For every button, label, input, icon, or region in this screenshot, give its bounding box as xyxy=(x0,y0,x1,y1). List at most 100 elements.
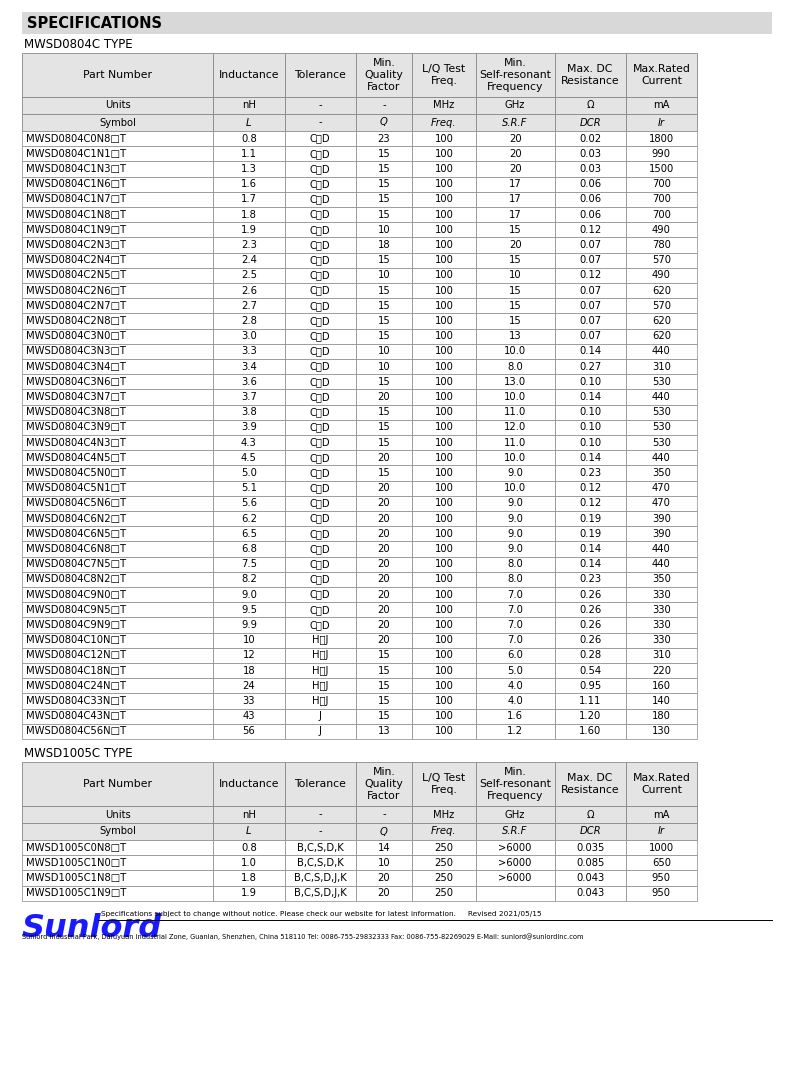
Bar xyxy=(626,632,697,647)
Text: C．D: C．D xyxy=(310,149,330,158)
Bar xyxy=(412,420,476,435)
Bar xyxy=(22,328,214,344)
Text: 100: 100 xyxy=(434,620,453,630)
Bar xyxy=(284,97,356,114)
Bar xyxy=(214,885,284,900)
Bar xyxy=(22,855,214,870)
Text: 0.043: 0.043 xyxy=(576,889,604,898)
Text: 0.07: 0.07 xyxy=(579,240,601,250)
Bar xyxy=(214,617,284,632)
Text: MWSD0804C33N□T: MWSD0804C33N□T xyxy=(26,696,126,707)
Text: 15: 15 xyxy=(377,468,390,478)
Text: L/Q Test
Freq.: L/Q Test Freq. xyxy=(422,64,465,86)
Text: MWSD0804C5N0□T: MWSD0804C5N0□T xyxy=(26,468,126,478)
Bar xyxy=(284,663,356,679)
Text: Part Number: Part Number xyxy=(83,779,152,789)
Text: -: - xyxy=(318,810,322,820)
Text: MWSD0804C9N9□T: MWSD0804C9N9□T xyxy=(26,620,126,630)
Text: MWSD1005C1N9□T: MWSD1005C1N9□T xyxy=(26,889,126,898)
Text: 20: 20 xyxy=(509,149,522,158)
Bar xyxy=(284,435,356,450)
Bar xyxy=(554,663,626,679)
Bar xyxy=(554,374,626,390)
Text: 10.0: 10.0 xyxy=(504,392,526,402)
Bar xyxy=(22,177,214,192)
Text: MWSD0804C1N1□T: MWSD0804C1N1□T xyxy=(26,149,126,158)
Bar xyxy=(284,587,356,602)
Text: 0.10: 0.10 xyxy=(579,407,601,417)
Bar xyxy=(284,823,356,840)
Text: 15: 15 xyxy=(377,149,390,158)
Bar xyxy=(214,162,284,177)
Bar xyxy=(626,450,697,465)
Bar xyxy=(626,602,697,617)
Text: 20: 20 xyxy=(509,164,522,174)
Bar xyxy=(284,724,356,739)
Text: 8.0: 8.0 xyxy=(507,559,523,570)
Bar xyxy=(214,709,284,724)
Bar xyxy=(554,177,626,192)
Bar xyxy=(476,763,554,806)
Bar xyxy=(476,97,554,114)
Bar xyxy=(626,647,697,663)
Text: 100: 100 xyxy=(434,529,453,538)
Bar xyxy=(284,192,356,207)
Bar xyxy=(554,617,626,632)
Text: MWSD0804C1N8□T: MWSD0804C1N8□T xyxy=(26,210,126,220)
Bar xyxy=(412,53,476,97)
Bar xyxy=(22,647,214,663)
Text: 250: 250 xyxy=(434,842,453,853)
Bar xyxy=(356,222,412,237)
Text: 17: 17 xyxy=(509,195,522,205)
Text: H．J: H．J xyxy=(312,666,328,675)
Bar xyxy=(22,495,214,510)
Text: C．D: C．D xyxy=(310,225,330,235)
Bar xyxy=(476,237,554,253)
Bar xyxy=(214,405,284,420)
Bar xyxy=(356,542,412,557)
Bar xyxy=(554,885,626,900)
Text: 100: 100 xyxy=(434,285,453,295)
Text: mA: mA xyxy=(653,100,669,111)
Bar xyxy=(214,177,284,192)
Bar xyxy=(284,146,356,162)
Text: GHz: GHz xyxy=(505,810,526,820)
Bar xyxy=(626,313,697,328)
Text: 15: 15 xyxy=(377,316,390,326)
Bar xyxy=(412,870,476,885)
Bar xyxy=(284,709,356,724)
Text: 1.0: 1.0 xyxy=(241,857,256,868)
Text: C．D: C．D xyxy=(310,484,330,493)
Bar xyxy=(412,679,476,694)
Text: Sunlord Industrial Park, Dafuyuan Industrial Zone, Guanlan, Shenzhen, China 5181: Sunlord Industrial Park, Dafuyuan Indust… xyxy=(22,934,584,940)
Bar xyxy=(476,162,554,177)
Text: 10: 10 xyxy=(509,270,522,280)
Bar xyxy=(356,237,412,253)
Bar xyxy=(22,420,214,435)
Text: MWSD0804C6N2□T: MWSD0804C6N2□T xyxy=(26,514,126,523)
Bar xyxy=(214,840,284,855)
Bar xyxy=(214,344,284,359)
Text: 0.23: 0.23 xyxy=(579,574,601,585)
Bar xyxy=(554,480,626,495)
Text: 11.0: 11.0 xyxy=(504,407,526,417)
Bar xyxy=(284,222,356,237)
Bar xyxy=(412,617,476,632)
Text: 8.2: 8.2 xyxy=(241,574,256,585)
Text: 2.4: 2.4 xyxy=(241,255,256,265)
Text: 140: 140 xyxy=(652,696,671,707)
Bar xyxy=(554,146,626,162)
Bar xyxy=(554,283,626,298)
Bar xyxy=(412,709,476,724)
Bar xyxy=(22,632,214,647)
Text: 15: 15 xyxy=(377,666,390,675)
Text: 100: 100 xyxy=(434,635,453,645)
Text: >6000: >6000 xyxy=(499,842,532,853)
Text: Tolerance: Tolerance xyxy=(295,779,346,789)
Text: 7.5: 7.5 xyxy=(241,559,257,570)
Text: 2.8: 2.8 xyxy=(241,316,256,326)
Text: C．D: C．D xyxy=(310,620,330,630)
Bar xyxy=(22,527,214,542)
Text: H．J: H．J xyxy=(312,681,328,690)
Bar xyxy=(626,709,697,724)
